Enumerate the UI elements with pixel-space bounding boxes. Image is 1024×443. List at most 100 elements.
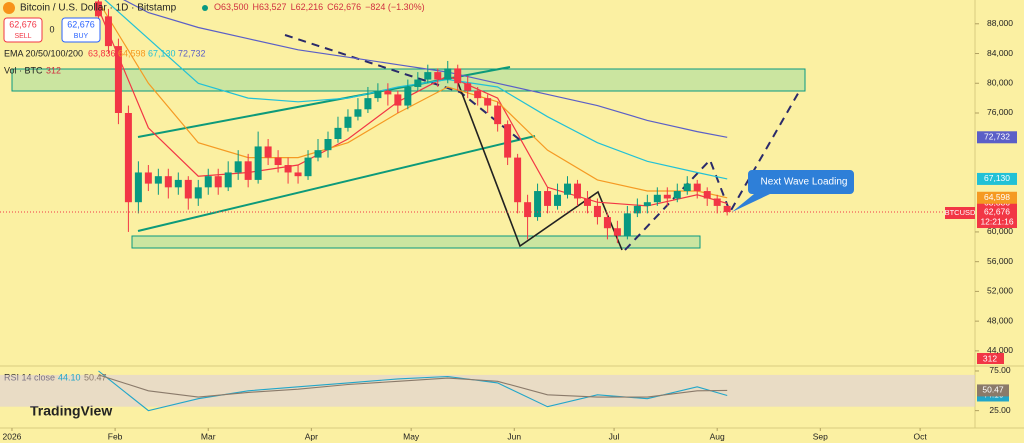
price-pane — [0, 0, 975, 251]
symbol-title: Bitcoin / U.S. Dollar · 1D · Bitstamp — [20, 3, 177, 14]
candle-body — [114, 46, 122, 113]
ohlc-value: O63,500 — [214, 2, 249, 12]
y-tick-label: 76,000 — [987, 107, 1013, 117]
y-tick-label: 80,000 — [987, 78, 1013, 88]
candle-body — [693, 183, 701, 192]
ema-line — [97, 8, 728, 207]
candle-body — [653, 194, 661, 203]
candle-body — [544, 191, 552, 206]
candle-body — [194, 187, 202, 199]
candle-body — [583, 198, 591, 206]
x-tick-label: Aug — [710, 431, 725, 441]
rsi-badge — [977, 384, 1009, 397]
candle-body — [613, 228, 621, 236]
ema-badge-text: 72,732 — [984, 132, 1010, 142]
ohlc-value: H63,527 — [253, 2, 287, 12]
ema-legend-value: 64,598 — [118, 48, 146, 58]
ema-badge — [977, 131, 1017, 144]
candle-body — [593, 205, 601, 218]
rsi-line — [98, 370, 728, 412]
ema-badge-text: 67,130 — [984, 173, 1010, 183]
candle-body — [663, 194, 671, 199]
ohlc-value: −824 (−1.30%) — [365, 2, 425, 12]
ema-legend-value: 72,732 — [178, 48, 206, 58]
candle-body — [184, 179, 192, 199]
ohlc-value: L62,216 — [291, 2, 324, 12]
x-tick-label: Jul — [609, 431, 620, 441]
ema-legend-value: 67,130 — [148, 48, 176, 58]
x-tick-label: Apr — [305, 431, 318, 441]
ema-line — [104, 0, 728, 180]
candle-body — [234, 161, 242, 173]
symbol-badge-text: BTCUSD — [945, 208, 976, 217]
rsi-badge-text: 50.47 — [982, 385, 1004, 395]
rsi-band — [0, 374, 975, 407]
x-tick-label: Jun — [507, 431, 521, 441]
candle-body — [404, 86, 412, 106]
candle-body — [104, 16, 112, 47]
candle-body — [374, 90, 382, 99]
symbol-badge — [945, 207, 975, 219]
callout-text: Next Wave Loading — [761, 177, 848, 188]
candle-body — [414, 79, 422, 87]
countdown-text: 12:21:16 — [980, 216, 1013, 226]
candle-body — [314, 150, 322, 158]
candle-body — [713, 198, 721, 206]
last-price-badge — [977, 206, 1017, 229]
callout-box — [732, 170, 854, 212]
candle-body — [204, 176, 212, 188]
rsi-tick-label: 75.00 — [989, 365, 1011, 375]
candle-body — [174, 179, 182, 188]
ema-line — [122, 0, 728, 138]
candle-body — [384, 90, 392, 95]
candle-body — [573, 183, 581, 199]
buy-button[interactable] — [61, 17, 101, 43]
last-price-text: 62,676 — [984, 206, 1010, 216]
y-tick-label: 84,000 — [987, 48, 1013, 58]
trend-dashed — [284, 34, 521, 141]
candle-body — [154, 176, 162, 184]
ema-badge — [977, 172, 1017, 185]
candle-body — [524, 202, 532, 218]
rsi-line — [98, 374, 728, 398]
candle-body — [354, 109, 362, 117]
candle-body — [164, 176, 172, 188]
y-tick-label: 60,000 — [987, 226, 1013, 236]
candle-body — [94, 1, 102, 17]
candle-body — [673, 191, 681, 199]
candle-body — [214, 176, 222, 188]
candle-body — [274, 157, 282, 166]
candle-body — [304, 157, 312, 177]
ema-line — [97, 1, 728, 199]
candle-body — [623, 213, 631, 236]
candle-body — [144, 172, 152, 184]
support-zone — [131, 235, 701, 249]
rsi-legend-value: 44.10 — [58, 372, 81, 382]
candle-body — [514, 157, 522, 203]
candle-body — [564, 183, 572, 195]
candle-body — [394, 94, 402, 106]
ema-label: EMA 20/50/100/200 — [4, 48, 83, 58]
y-tick-label: 52,000 — [987, 286, 1013, 296]
buy-price[interactable]: 62,676 — [67, 19, 95, 29]
volume-label: Vol · BTC — [4, 65, 43, 75]
market-dot — [202, 5, 208, 11]
candle-body — [124, 112, 132, 203]
ema-badge — [977, 191, 1017, 204]
volume-badge-text: 312 — [983, 353, 997, 363]
candle-body — [603, 217, 611, 229]
sell-price[interactable]: 62,676 — [9, 19, 37, 29]
x-tick-label: May — [403, 431, 420, 441]
candle-body — [434, 72, 442, 80]
sell-button[interactable] — [3, 17, 43, 43]
btc-icon — [3, 2, 15, 14]
x-tick-label: Sep — [813, 431, 828, 441]
candle-body — [703, 191, 711, 199]
sell-label[interactable]: SELL — [14, 33, 31, 40]
brand-logo: TradingView — [30, 403, 112, 419]
buy-label[interactable]: BUY — [74, 33, 89, 40]
candle-body — [554, 194, 562, 206]
volume-badge — [977, 353, 1004, 364]
candle-body — [643, 202, 651, 206]
